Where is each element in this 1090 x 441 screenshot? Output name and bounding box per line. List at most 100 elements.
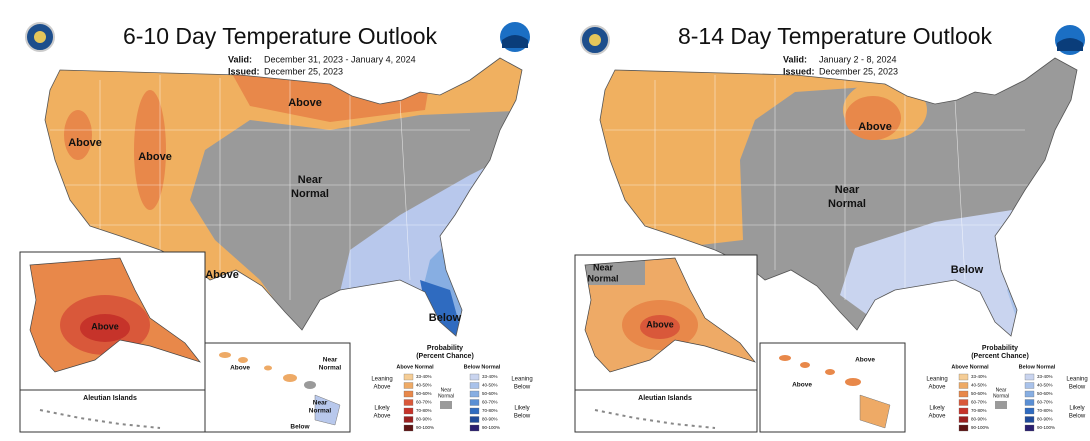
valid: December 31, 2023 - January 4, 2024 <box>264 54 416 64</box>
legend-swatch <box>469 373 480 381</box>
legend-range: 80-90% <box>1037 417 1053 422</box>
legend-swatch <box>958 407 969 415</box>
hawaii-label: Normal <box>309 408 332 415</box>
legend-group: Likely <box>514 406 529 412</box>
map-label: Below <box>951 264 984 276</box>
map-label: Normal <box>291 188 329 200</box>
panel-8-14: 8-14 Day Temperature Outlook Valid: Januar… <box>574 23 1088 433</box>
legend-group: Leaning <box>926 377 947 383</box>
legend-swatch <box>403 424 414 432</box>
legend-range: 40-50% <box>416 383 432 388</box>
legend-swatch <box>1024 407 1035 415</box>
legend-range: 70-80% <box>971 408 987 413</box>
legend-swatch <box>1024 416 1035 423</box>
legend-range: 70-80% <box>482 408 498 413</box>
alaska-label: Near <box>593 262 614 272</box>
legend-range: 33-40% <box>416 374 432 379</box>
issued-label: Issued: <box>783 66 815 76</box>
legend-range: 60-70% <box>971 400 987 405</box>
hawaii-label: Above <box>230 365 250 372</box>
valid-label: Valid: <box>228 54 252 64</box>
legend-range: 80-90% <box>416 417 432 422</box>
issued: December 25, 2023 <box>819 66 898 76</box>
legend-range: 40-50% <box>1037 383 1053 388</box>
legend-swatch <box>469 390 480 398</box>
legend-swatch <box>469 407 480 415</box>
legend-group: Above <box>373 385 391 391</box>
legend-swatch <box>403 390 414 398</box>
issued: December 25, 2023 <box>264 66 343 76</box>
legend-group: Near <box>996 387 1007 393</box>
legend-near-swatch <box>995 401 1007 409</box>
legend-swatch <box>469 424 480 432</box>
legend-above-title: Above Normal <box>951 364 989 370</box>
aleutian-label: Aleutian Islands <box>638 395 692 402</box>
legend-group: Likely <box>1069 406 1084 412</box>
hawaii-label: Near <box>313 400 328 407</box>
legend-near-swatch <box>440 401 452 409</box>
legend-title: Probability <box>427 345 463 352</box>
legend-range: 80-90% <box>971 417 987 422</box>
map-label: Near <box>835 184 860 196</box>
map-label: Above <box>205 269 239 281</box>
legend-range: 33-40% <box>482 374 498 379</box>
map-label: Above <box>138 151 172 163</box>
legend-group: Leaning <box>1066 377 1087 383</box>
legend-range: 40-50% <box>971 383 987 388</box>
legend-group: Leaning <box>371 377 392 383</box>
legend-below-title: Below Normal <box>464 364 501 370</box>
map-label: Near <box>298 174 323 186</box>
legend-range: 60-70% <box>482 400 498 405</box>
aleutian-label: Aleutian Islands <box>83 395 137 402</box>
legend-range: 90-100% <box>482 425 500 430</box>
legend-group: Above <box>928 414 946 420</box>
legend-swatch <box>469 382 480 389</box>
alaska-label: Above <box>646 319 674 329</box>
legend-range: 33-40% <box>1037 374 1053 379</box>
hawaii-label: Near <box>323 357 338 364</box>
legend-swatch <box>403 407 414 415</box>
legend-group: Leaning <box>511 377 532 383</box>
legend-swatch <box>958 373 969 381</box>
legend-swatch <box>1024 424 1035 432</box>
legend-below-title: Below Normal <box>1019 364 1056 370</box>
legend-swatch <box>958 416 969 423</box>
legend-range: 90-100% <box>971 425 989 430</box>
hawaii-label: Above <box>855 357 875 364</box>
legend-swatch <box>403 382 414 389</box>
hawaii-label: Normal <box>319 365 342 372</box>
legend-range: 90-100% <box>416 425 434 430</box>
legend-range: 60-70% <box>1037 400 1053 405</box>
legend-group: Near <box>441 387 452 393</box>
legend-range: 50-60% <box>482 391 498 396</box>
legend-title: (Percent Chance) <box>971 353 1029 360</box>
valid: January 2 - 8, 2024 <box>819 54 897 64</box>
valid-label: Valid: <box>783 54 807 64</box>
legend-swatch <box>958 399 969 406</box>
legend-swatch <box>1024 399 1035 406</box>
legend-title: Probability <box>982 345 1018 352</box>
legend-range: 50-60% <box>416 391 432 396</box>
legend-above-title: Above Normal <box>396 364 434 370</box>
legend-swatch <box>469 416 480 423</box>
legend-range: 50-60% <box>1037 391 1053 396</box>
legend-swatch <box>403 373 414 381</box>
legend-range: 60-70% <box>416 400 432 405</box>
legend-range: 33-40% <box>971 374 987 379</box>
legend-group: Above <box>928 385 946 391</box>
legend-group: Below <box>1069 385 1086 391</box>
legend-swatch <box>958 390 969 398</box>
map-label: Above <box>858 121 892 133</box>
title: 8-14 Day Temperature Outlook <box>678 23 993 49</box>
legend-range: 80-90% <box>482 417 498 422</box>
legend-group: Likely <box>374 406 389 412</box>
legend-group: Below <box>1069 414 1086 420</box>
legend-swatch <box>1024 390 1035 398</box>
map-label: Above <box>288 97 322 109</box>
legend-swatch <box>403 416 414 423</box>
hawaii-label: Above <box>792 382 812 389</box>
legend-group: Below <box>514 385 531 391</box>
legend-group: Below <box>514 414 531 420</box>
map-label: Below <box>429 312 462 324</box>
